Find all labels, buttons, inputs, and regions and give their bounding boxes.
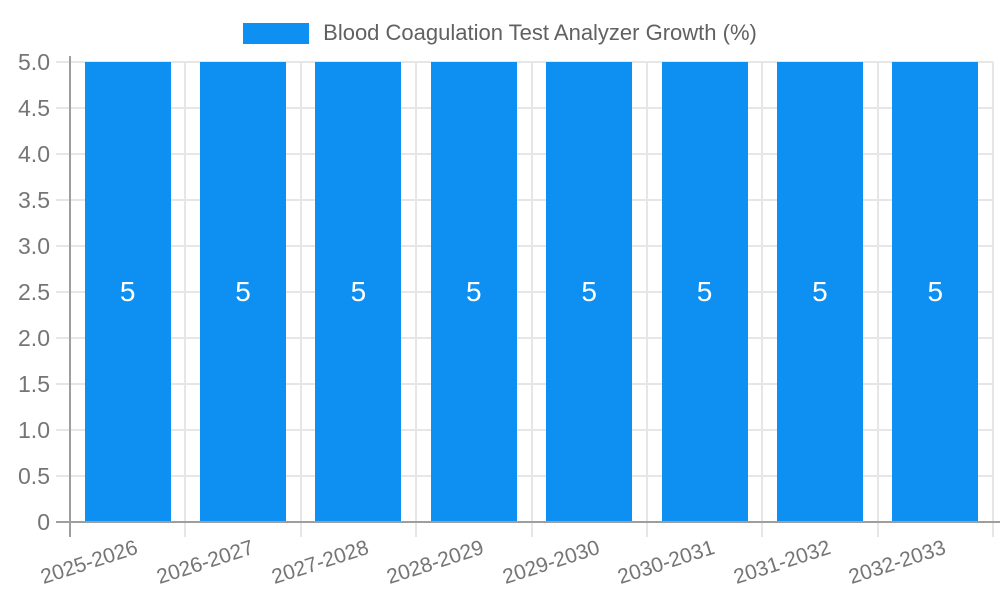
gridline-vertical bbox=[299, 62, 302, 537]
chart-legend: Blood Coagulation Test Analyzer Growth (… bbox=[0, 21, 1000, 45]
y-tick-label: 0 bbox=[37, 509, 50, 535]
x-tick-label: 2026-2027 bbox=[153, 536, 257, 589]
bar-value-label: 5 bbox=[235, 276, 251, 307]
gridline-vertical bbox=[761, 62, 764, 537]
bar[interactable] bbox=[315, 62, 402, 522]
x-tick-label: 2027-2028 bbox=[268, 536, 372, 589]
bar-value-label: 5 bbox=[350, 276, 367, 307]
gridline-horizontal bbox=[56, 107, 993, 109]
gridline-vertical bbox=[415, 62, 418, 537]
bar[interactable] bbox=[892, 62, 979, 522]
bar-value-label: 5 bbox=[812, 276, 828, 307]
x-tick-label: 2030-2031 bbox=[615, 536, 718, 589]
gridline-vertical bbox=[876, 62, 879, 537]
gridline-horizontal bbox=[56, 245, 993, 247]
y-tick-label: 4.0 bbox=[18, 141, 50, 167]
gridline-horizontal bbox=[56, 383, 993, 385]
y-tick-label: 5.0 bbox=[18, 49, 50, 75]
gridline-horizontal bbox=[56, 291, 993, 293]
gridline-vertical bbox=[530, 62, 533, 537]
bar[interactable] bbox=[661, 62, 748, 522]
legend-swatch bbox=[243, 22, 310, 44]
y-tick-label: 1.0 bbox=[18, 417, 50, 443]
y-tick-label: 3.5 bbox=[18, 187, 50, 213]
y-tick-label: 3.0 bbox=[18, 233, 50, 259]
legend-label: Blood Coagulation Test Analyzer Growth (… bbox=[323, 20, 757, 45]
bar[interactable] bbox=[776, 62, 863, 522]
bar-value-label: 5 bbox=[696, 276, 713, 307]
x-axis-line bbox=[56, 521, 1000, 523]
gridline-vertical bbox=[992, 62, 994, 537]
x-tick-label: 2028-2029 bbox=[384, 536, 487, 589]
bar[interactable] bbox=[430, 62, 517, 522]
bar[interactable] bbox=[200, 62, 287, 522]
y-tick-label: 0.5 bbox=[18, 463, 50, 489]
gridline-horizontal bbox=[56, 61, 993, 63]
gridline-horizontal bbox=[56, 199, 993, 201]
x-tick-label: 2031-2032 bbox=[730, 536, 834, 589]
bar[interactable] bbox=[546, 62, 633, 522]
y-tick-label: 4.5 bbox=[18, 95, 50, 121]
gridline-vertical bbox=[645, 62, 648, 537]
bar-value-label: 5 bbox=[466, 276, 482, 307]
x-tick-label: 2032-2033 bbox=[845, 536, 949, 589]
y-tick-label: 2.0 bbox=[18, 325, 50, 351]
gridline-horizontal bbox=[56, 337, 993, 339]
bar-value-label: 5 bbox=[581, 276, 597, 307]
bar-value-label: 5 bbox=[119, 276, 136, 307]
bar[interactable] bbox=[84, 62, 171, 522]
gridline-horizontal bbox=[56, 429, 993, 431]
y-tick-label: 1.5 bbox=[18, 371, 50, 397]
y-tick-label: 2.5 bbox=[18, 279, 50, 305]
gridline-vertical bbox=[184, 62, 187, 537]
x-tick-label: 2029-2030 bbox=[499, 536, 603, 589]
y-axis-line bbox=[69, 56, 71, 537]
gridline-horizontal bbox=[56, 475, 993, 477]
gridline-horizontal bbox=[56, 153, 993, 155]
x-tick-label: 2025-2026 bbox=[38, 536, 141, 589]
bar-value-label: 5 bbox=[927, 276, 944, 307]
